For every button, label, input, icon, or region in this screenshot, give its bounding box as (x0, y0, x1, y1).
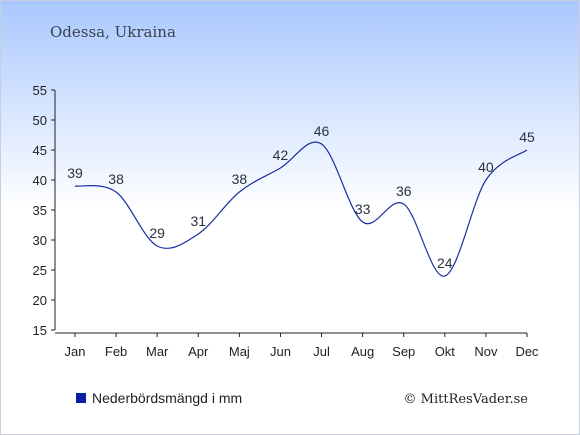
data-label: 45 (519, 129, 535, 145)
data-label: 40 (478, 159, 494, 175)
x-tick-label: Sep (392, 344, 415, 359)
legend-label: Nederbördsmängd i mm (92, 390, 242, 406)
x-tick-label: Jul (313, 344, 330, 359)
data-label: 33 (355, 201, 371, 217)
x-tick-label: Maj (229, 344, 250, 359)
y-tick-label: 40 (33, 173, 47, 188)
y-tick-label: 20 (33, 293, 47, 308)
data-label: 42 (273, 147, 289, 163)
data-label: 46 (314, 123, 330, 139)
data-label: 36 (396, 183, 412, 199)
location-title: Odessa, Ukraina (50, 23, 176, 41)
credit-text: © MittResVader.se (404, 392, 529, 407)
data-label: 29 (149, 225, 165, 241)
y-tick-label: 30 (33, 233, 47, 248)
data-label: 38 (232, 171, 248, 187)
data-label: 31 (190, 213, 206, 229)
axes (51, 89, 528, 337)
y-tick-label: 45 (33, 143, 47, 158)
x-tick-label: Jan (65, 344, 86, 359)
y-tick-label: 35 (33, 203, 47, 218)
x-tick-label: Nov (474, 344, 498, 359)
x-tick-labels: Jan Feb Mar Apr Maj Jun Jul Aug Sep Okt Nov Dec (65, 344, 540, 359)
y-tick-label: 15 (33, 323, 47, 338)
data-label: 24 (437, 255, 453, 271)
y-tick-label: 55 (33, 83, 47, 98)
x-tick-label: Dec (515, 344, 539, 359)
data-label: 39 (67, 165, 83, 181)
data-label: 38 (108, 171, 124, 187)
series-line (74, 141, 528, 277)
y-tick-label: 50 (33, 113, 47, 128)
legend-swatch (76, 393, 86, 403)
x-tick-label: Mar (146, 344, 169, 359)
x-tick-label: Okt (435, 344, 456, 359)
x-tick-label: Aug (351, 344, 374, 359)
x-tick-label: Jun (270, 344, 291, 359)
y-tick-label: 25 (33, 263, 47, 278)
data-labels: 39 38 29 31 38 42 46 33 36 24 40 45 (67, 123, 535, 271)
x-tick-label: Feb (105, 344, 127, 359)
x-tick-label: Apr (188, 344, 209, 359)
y-tick-labels: 15 20 25 30 35 40 45 50 55 (33, 83, 47, 338)
